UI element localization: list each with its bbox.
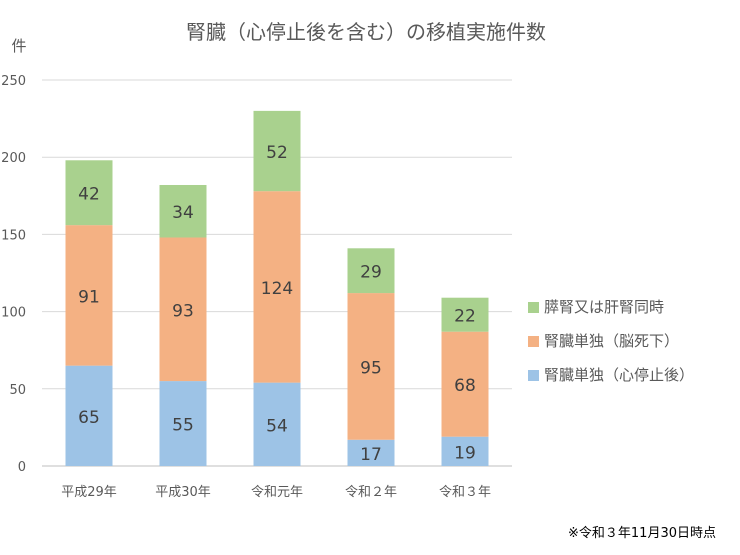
bar-segment [347,248,395,294]
y-axis-ticks: 0 50 100 150 200 250 [1,74,26,475]
data-label: 22 [454,307,476,327]
bar-segment [441,436,489,466]
data-label: 65 [78,408,100,428]
bar-segment [65,225,113,366]
bar-segment [253,191,301,383]
bar-segment [441,331,489,437]
bar-segment [253,110,301,192]
y-tick-label: 250 [1,74,26,89]
chart-title: 腎臓（心停止後を含む）の移植実施件数 [186,20,546,44]
y-tick-label: 200 [1,151,26,166]
data-label: 68 [454,376,476,396]
data-label: 95 [360,358,382,378]
data-label: 55 [172,416,194,436]
bar-segment [253,382,301,466]
bar-segment [65,365,113,466]
data-label: 42 [78,185,100,205]
bar-segment [159,381,207,466]
y-tick-label: 100 [1,306,26,321]
x-tick-label: 平成29年 [61,485,117,500]
y-tick-label: 150 [1,228,26,243]
x-tick-label: 令和元年 [251,485,303,500]
legend-swatch [528,370,539,381]
bar-segment [65,160,113,226]
data-label: 52 [266,143,288,163]
x-tick-label: 令和３年 [439,485,491,500]
footnote: ※令和３年11月30日時点 [568,526,716,541]
bar-segment [347,439,395,466]
x-tick-label: 平成30年 [155,485,211,500]
y-axis-unit: 件 [11,37,26,55]
x-axis-labels: 平成29年 平成30年 令和元年 令和２年 令和３年 [61,485,491,500]
bar-segment [347,293,395,440]
legend-swatch [528,336,539,347]
bar-segment [159,237,207,382]
legend-label: 膵腎又は肝腎同時 [544,298,664,316]
bar-segment [159,184,207,238]
data-label: 93 [172,301,194,321]
y-tick-label: 0 [18,460,26,475]
x-tick-label: 令和２年 [345,485,397,500]
data-label: 54 [266,416,288,436]
legend-label: 腎臓単独（脳死下） [544,332,679,350]
legend-swatch [528,302,539,313]
data-label: 34 [172,203,194,223]
data-label: 17 [360,445,382,465]
legend-label: 腎臓単独（心停止後） [544,366,694,384]
bars: 65 91 42 55 93 34 54 124 52 17 95 29 19 68 22 [65,110,489,466]
data-label: 19 [454,443,476,463]
y-tick-label: 50 [9,383,26,398]
bar-segment [441,297,489,332]
data-label: 91 [78,287,100,307]
data-label: 29 [360,263,382,283]
data-label: 124 [261,279,293,299]
